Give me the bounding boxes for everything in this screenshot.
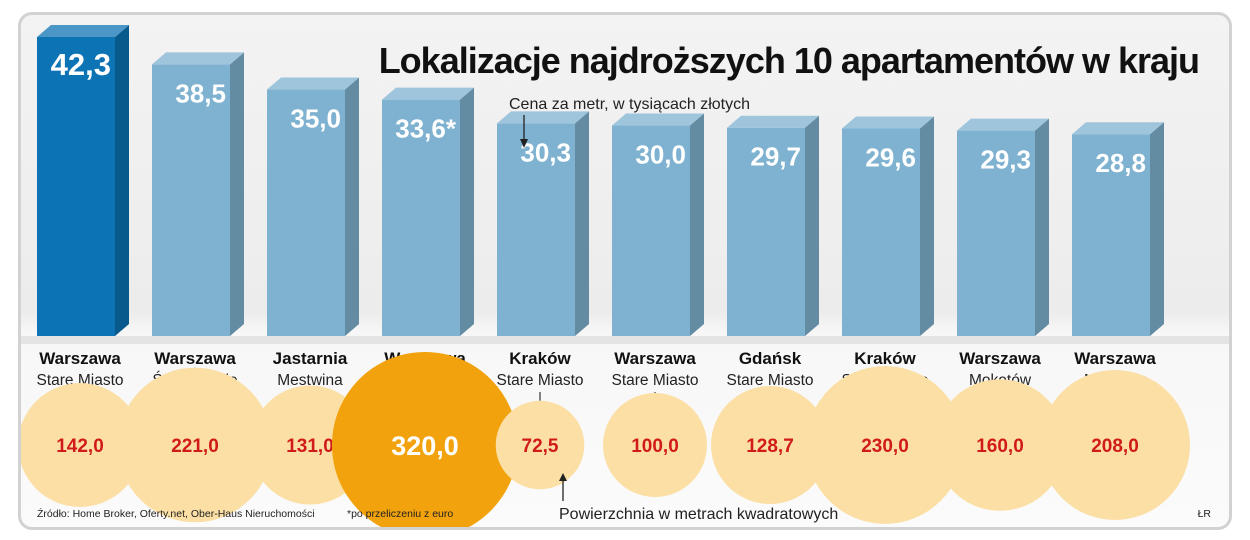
- bar-top: [1072, 122, 1164, 135]
- bar-side: [920, 116, 934, 336]
- area-bubble: [117, 367, 273, 523]
- bar-3: 35,0: [267, 77, 359, 336]
- category-district-label: Mestwina: [277, 372, 343, 389]
- bar-chart: 42,3 38,5 35,0 33,6* 30,3 30,0 29,7 29,6 29,3 28,…: [21, 25, 1229, 527]
- bar-side: [345, 77, 359, 336]
- category-city-label: Kraków: [854, 349, 916, 368]
- bar-front: [497, 123, 575, 337]
- area-bubble: [603, 393, 707, 497]
- bar-top: [267, 77, 359, 90]
- bar-6: 30,0: [612, 113, 704, 336]
- chart-frame: 42,3 38,5 35,0 33,6* 30,3 30,0 29,7 29,6 29,3 28,…: [18, 12, 1232, 530]
- area-bubble: [711, 386, 829, 504]
- bar-top: [842, 116, 934, 129]
- bar-front: [37, 37, 115, 336]
- bar-side: [1035, 118, 1049, 336]
- bar-top: [727, 115, 819, 128]
- area-bubble: [1040, 370, 1190, 520]
- bar-top: [497, 111, 589, 124]
- bar-side: [230, 52, 244, 337]
- area-value-label: 72,5: [522, 436, 559, 457]
- bar-front: [612, 125, 690, 336]
- source-note: Źródło: Home Broker, Oferty.net, Ober-Ha…: [37, 507, 315, 520]
- category-city-label: Kraków: [509, 349, 571, 368]
- bar-1: 42,3: [37, 25, 129, 336]
- area-value-label: 221,0: [171, 436, 219, 457]
- bar-front: [957, 130, 1035, 336]
- bar-front: [267, 89, 345, 336]
- bar-side: [690, 113, 704, 336]
- bar-front: [842, 128, 920, 336]
- area-value-label: 208,0: [1091, 436, 1139, 457]
- area-value-label: 320,0: [391, 431, 459, 461]
- bar-side: [115, 25, 129, 336]
- bar-7: 29,7: [727, 115, 819, 336]
- category-city-label: Gdańsk: [739, 349, 802, 368]
- category-city-label: Jastarnia: [273, 349, 348, 368]
- bar-value-label: 30,0: [635, 140, 686, 170]
- category-city-label: Warszawa: [614, 349, 696, 368]
- area-value-label: 131,0: [286, 436, 334, 457]
- bar-9: 29,3: [957, 118, 1049, 336]
- bar-value-label: 29,3: [980, 145, 1031, 175]
- category-district-label: Stare Miasto: [36, 372, 123, 389]
- category-city-label: Warszawa: [39, 349, 121, 368]
- bar-top: [382, 87, 474, 100]
- bar-front: [727, 127, 805, 336]
- category-district-label: Stare Miasto: [611, 372, 698, 389]
- area-bubble: [21, 383, 142, 507]
- area-bubble: [934, 379, 1066, 511]
- bar-5: 30,3: [497, 111, 589, 337]
- bar-front: [152, 64, 230, 337]
- bar-value-label: 33,6*: [395, 114, 457, 144]
- bar-top: [152, 52, 244, 65]
- credit: ŁR: [1198, 508, 1212, 520]
- category-district-label: Stare Miasto: [496, 372, 583, 389]
- area-value-label: 128,7: [746, 436, 794, 457]
- category-district-label: Stare Miasto: [726, 372, 813, 389]
- area-bubble: [495, 400, 585, 490]
- bar-value-label: 42,3: [51, 47, 111, 82]
- bar-value-label: 30,3: [520, 137, 571, 167]
- bar-side: [460, 87, 474, 336]
- area-legend-arrow: [559, 473, 567, 481]
- bar-top: [957, 118, 1049, 131]
- bar-value-label: 29,7: [750, 142, 801, 172]
- footnote: *po przeliczeniu z euro: [347, 508, 453, 520]
- bar-value-label: 29,6: [865, 142, 916, 172]
- price-axis-label: Cena za metr, w tysiącach złotych: [509, 96, 750, 113]
- chart-title: Lokalizacje najdroższych 10 apartamentów…: [379, 40, 1199, 81]
- area-legend-label: Powierzchnia w metrach kwadratowych: [559, 506, 838, 523]
- bar-10: 28,8: [1072, 122, 1164, 336]
- bar-value-label: 38,5: [175, 78, 226, 108]
- area-value-label: 230,0: [861, 436, 909, 457]
- bar-8: 29,6: [842, 116, 934, 336]
- category-city-label: Warszawa: [154, 349, 236, 368]
- bar-2: 38,5: [152, 52, 244, 337]
- bar-front: [382, 99, 460, 336]
- area-value-label: 160,0: [976, 436, 1024, 457]
- ground-shadow: [21, 336, 1229, 344]
- bar-top: [612, 113, 704, 126]
- bar-top: [37, 25, 129, 37]
- bar-front: [1072, 134, 1150, 336]
- area-value-label: 142,0: [56, 436, 104, 457]
- bar-side: [805, 115, 819, 336]
- area-bubble: [332, 352, 518, 527]
- bar-value-label: 28,8: [1095, 148, 1146, 178]
- bar-side: [575, 111, 589, 337]
- area-value-label: 100,0: [631, 436, 679, 457]
- bar-value-label: 35,0: [290, 104, 341, 134]
- bar-side: [1150, 122, 1164, 336]
- area-bubble: [806, 366, 964, 524]
- category-city-label: Warszawa: [1074, 349, 1156, 368]
- category-city-label: Warszawa: [959, 349, 1041, 368]
- price-axis-arrow: [520, 139, 528, 148]
- bar-4: 33,6*: [382, 87, 474, 336]
